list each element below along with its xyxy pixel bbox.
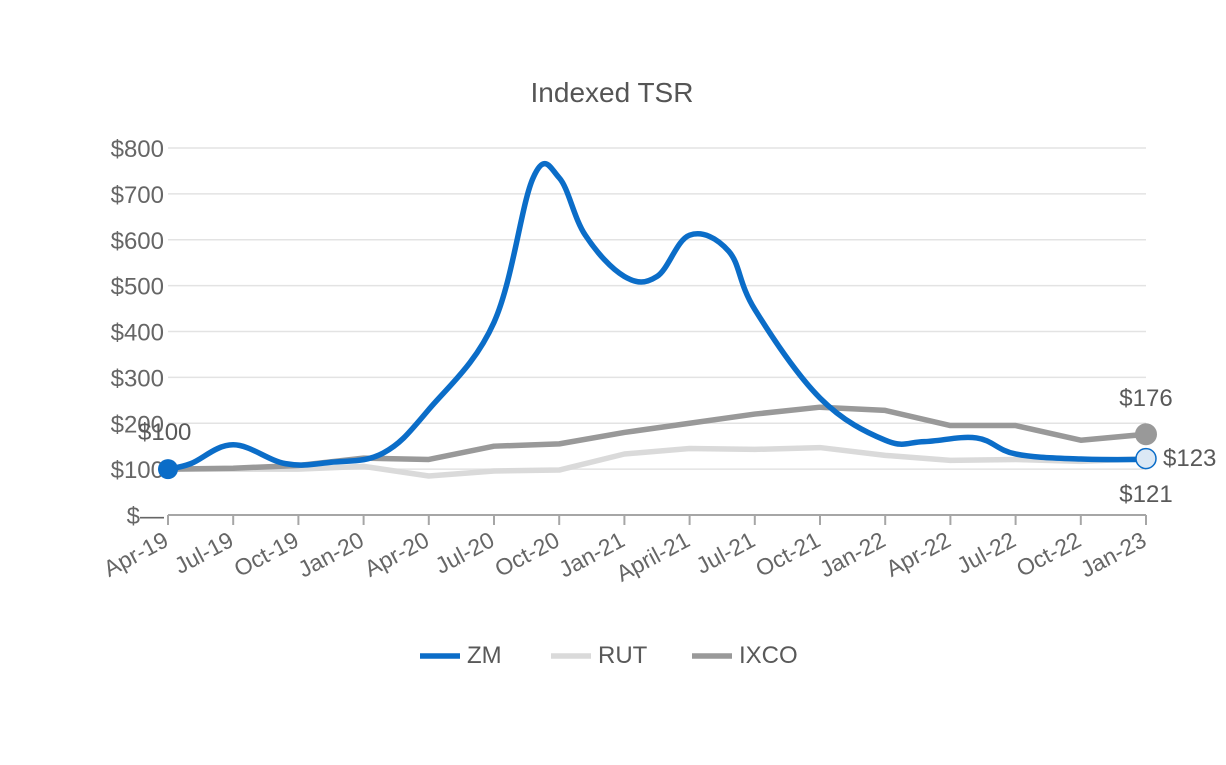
y-tick-label: $300 xyxy=(111,365,164,392)
data-label: $176 xyxy=(1119,385,1172,412)
legend: ZM RUT IXCO xyxy=(420,642,798,669)
ixco-end-marker xyxy=(1135,423,1157,446)
x-tick-label: Oct-20 xyxy=(490,526,563,581)
y-axis: $— $100 $200 $300 $400 $500 $600 $700 $800 xyxy=(111,136,164,530)
chart-title: Indexed TSR xyxy=(531,77,694,108)
grid-lines xyxy=(168,147,1146,470)
x-tick-label: Oct-21 xyxy=(751,526,824,581)
x-tick-label: Apr-20 xyxy=(360,526,433,581)
x-tick-label: Apr-19 xyxy=(99,526,172,581)
zm-start-marker xyxy=(158,459,178,480)
x-tick-label: Oct-19 xyxy=(230,526,303,581)
x-tick-label: Jan-20 xyxy=(294,526,368,582)
y-tick-label: $100 xyxy=(111,457,164,484)
series-line-rut xyxy=(165,444,1149,479)
legend-label-rut: RUT xyxy=(598,642,648,669)
y-tick-label: $800 xyxy=(111,136,164,163)
y-tick-label: $400 xyxy=(111,320,164,347)
data-labels: $100 $176 $123 $121 xyxy=(138,385,1216,508)
y-tick-label: $700 xyxy=(111,182,164,209)
x-tick-label: Apr-22 xyxy=(882,526,955,581)
data-label: $100 xyxy=(138,419,191,446)
x-tick-label: Jan-22 xyxy=(815,526,889,582)
y-tick-label: $500 xyxy=(111,274,164,301)
data-label: $123 xyxy=(1163,445,1216,472)
y-tick-label: $600 xyxy=(111,228,164,255)
data-label: $121 xyxy=(1119,481,1172,508)
x-tick-label: Jul-20 xyxy=(431,526,499,578)
x-tick-label: Jan-23 xyxy=(1076,526,1150,582)
x-tick-label: Oct-22 xyxy=(1012,526,1085,581)
rut-end-marker xyxy=(1135,447,1157,470)
x-tick-label: Jul-22 xyxy=(952,526,1020,578)
x-tick-label: April-21 xyxy=(612,526,694,586)
legend-label-ixco: IXCO xyxy=(739,642,798,669)
legend-label-zm: ZM xyxy=(467,642,502,669)
series-line-zm xyxy=(165,160,1149,472)
x-tick-label: Jul-21 xyxy=(692,526,760,578)
y-tick-label: $200 xyxy=(111,411,164,438)
y-tick-label: $— xyxy=(127,503,164,530)
x-axis: Apr-19Jul-19Oct-19Jan-20Apr-20Jul-20Oct-… xyxy=(99,514,1150,587)
series-lines xyxy=(158,160,1157,480)
x-tick-label: Jul-19 xyxy=(170,526,238,578)
